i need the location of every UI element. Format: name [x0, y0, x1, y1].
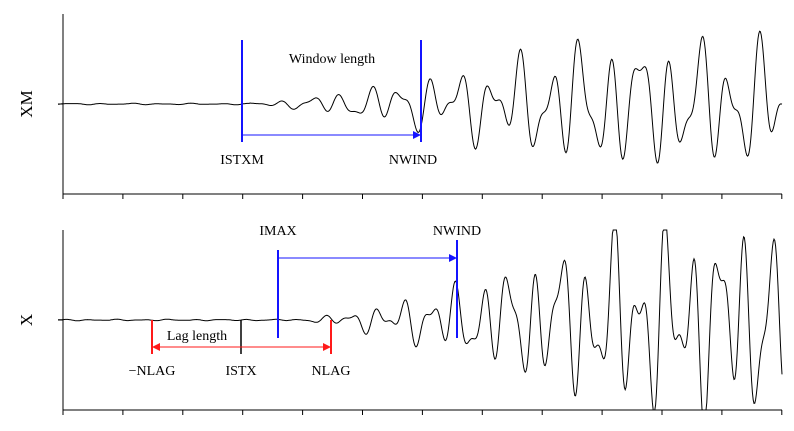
x-x-ticks	[62, 410, 783, 415]
neg-nlag-label: −NLAG	[129, 364, 176, 379]
xm-axis-label: XM	[17, 90, 36, 117]
x-axis-label: X	[17, 314, 36, 326]
panel-x: X Lag length IMAX NWIND −NLAG ISTX NLAG	[17, 224, 783, 415]
nlag-label: NLAG	[312, 364, 351, 379]
nwind-label-top: NWIND	[389, 153, 437, 168]
x-signal-trace	[58, 229, 783, 411]
istx-label: ISTX	[225, 364, 256, 379]
window-length-label: Window length	[289, 52, 375, 67]
panel-xm: XM Window length ISTXM NWIND	[17, 14, 783, 199]
lag-length-label-bg	[161, 327, 233, 344]
istxm-label: ISTXM	[220, 153, 264, 168]
imax-label: IMAX	[259, 224, 296, 239]
xm-x-ticks	[62, 194, 783, 199]
lag-length-label: Lag length	[167, 329, 227, 344]
nwind-label-bottom: NWIND	[433, 224, 481, 239]
